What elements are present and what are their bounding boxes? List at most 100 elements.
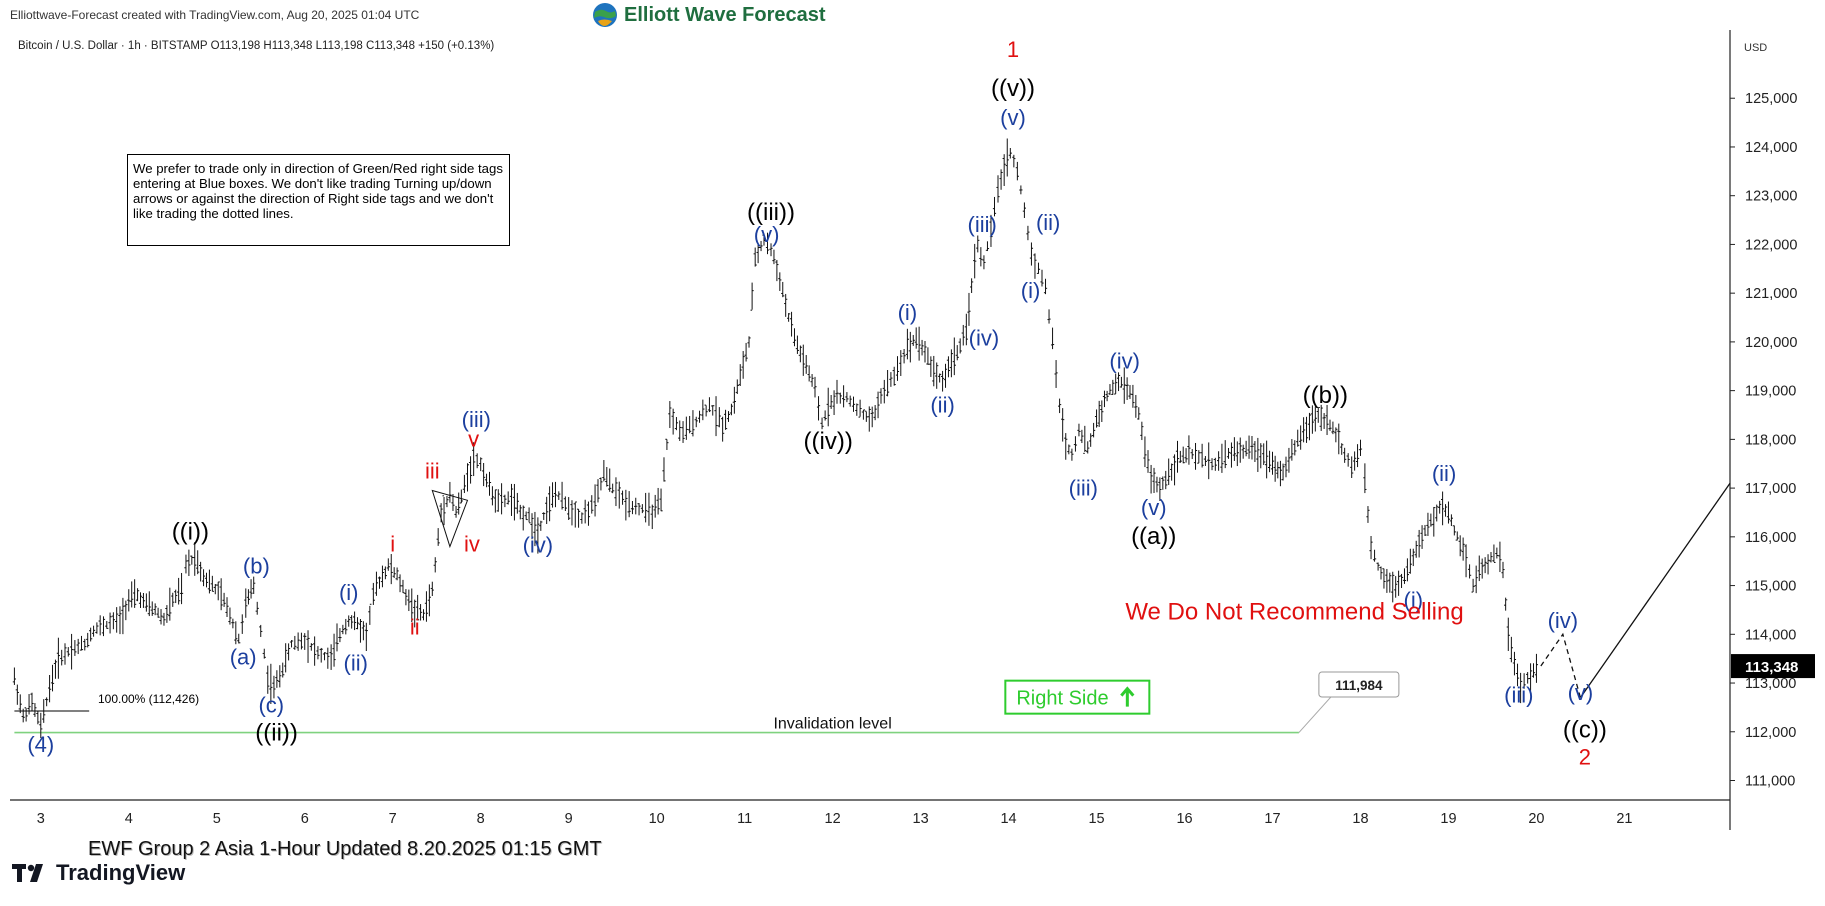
level-callout-value: 111,984	[1335, 678, 1383, 693]
time-tick-label: 21	[1616, 811, 1632, 827]
tradingview-icon	[12, 864, 43, 882]
fib-reference: 100.00% (112,426)	[14, 692, 199, 712]
price-tick-label: 119,000	[1745, 384, 1796, 400]
wave-label: (c)	[258, 692, 284, 717]
wave-label: (ii)	[1432, 461, 1456, 486]
time-tick-label: 17	[1264, 811, 1280, 827]
price-scale: 111,000 112,000 113,000 114,000 115,000 116,0…	[1730, 91, 1797, 790]
update-caption: EWF Group 2 Asia 1-Hour Updated 8.20.202…	[88, 838, 602, 860]
currency-label: USD	[1744, 42, 1768, 54]
projection-path	[1540, 482, 1731, 699]
right-side-tag-box	[1004, 679, 1151, 715]
wave-label: (a)	[230, 645, 257, 670]
wave-label: (v)	[1568, 680, 1594, 705]
wave-label: v	[468, 427, 479, 452]
price-tick-label: 117,000	[1745, 481, 1796, 497]
wave-label: (v)	[1000, 105, 1026, 130]
wave-label: ((b))	[1303, 382, 1348, 409]
wave-label: i	[390, 531, 395, 556]
wave-label: ((iv))	[804, 428, 853, 455]
invalidation-label: Invalidation level	[773, 716, 891, 733]
wave-label: (ii)	[344, 650, 368, 675]
time-tick-label: 7	[389, 811, 397, 827]
time-tick-label: 19	[1440, 811, 1456, 827]
right-side-tag-label: Right Side	[1016, 688, 1108, 710]
price-tick-label: 121,000	[1745, 286, 1797, 302]
wave-label: (v)	[1141, 495, 1167, 520]
price-bars	[12, 138, 1539, 739]
price-tick-label: 124,000	[1745, 140, 1797, 156]
price-tick-label: 122,000	[1745, 237, 1797, 253]
wave-label: 1	[1007, 37, 1019, 62]
time-tick-label: 16	[1176, 811, 1192, 827]
price-tick-label: 112,000	[1745, 725, 1796, 741]
chart-overlays: We Do Not Recommend Selling Right Side 113…	[1004, 599, 1815, 715]
wave-label: (i)	[1404, 588, 1424, 613]
time-scale: 3 4 5 6 7 8 9 10 11 12 13 14 15 16 17 18 19 20 21	[37, 811, 1633, 827]
projection-dashed	[1540, 632, 1582, 698]
price-tick-label: 115,000	[1745, 579, 1796, 595]
price-tick-label: 120,000	[1745, 335, 1797, 351]
fib-label: 100.00% (112,426)	[98, 692, 199, 706]
wave-label: (iii)	[462, 407, 491, 432]
brand-logo: Elliott Wave Forecast	[592, 2, 826, 28]
triangle-pattern	[431, 489, 469, 549]
wave-label: (iii)	[968, 212, 997, 237]
symbol-info: Bitcoin / U.S. Dollar · 1h · BITSTAMP O1…	[18, 40, 495, 52]
wave-label: ((i))	[172, 518, 209, 545]
price-tick-label: 114,000	[1745, 627, 1796, 643]
price-tick-label: 123,000	[1745, 189, 1797, 205]
time-tick-label: 20	[1528, 811, 1544, 827]
time-tick-label: 9	[565, 811, 573, 827]
up-arrow-icon	[1120, 686, 1135, 707]
wave-label: (iii)	[1069, 475, 1098, 500]
wave-label: (iii)	[1504, 683, 1533, 708]
wave-label: ii	[410, 614, 420, 639]
price-tick-label: 111,000	[1745, 774, 1795, 790]
wave-label: (i)	[898, 300, 918, 325]
price-tick-label: 113,000	[1745, 676, 1796, 692]
time-tick-label: 15	[1088, 811, 1104, 827]
wave-label: ((a))	[1131, 523, 1176, 550]
time-tick-label: 4	[125, 811, 133, 827]
wave-label: iv	[464, 531, 480, 556]
wave-label: (iv)	[1548, 608, 1579, 633]
tradingview-logo: TradingView	[12, 860, 185, 886]
wave-label: (i)	[1021, 278, 1041, 303]
time-tick-label: 12	[825, 811, 841, 827]
warning-text: We Do Not Recommend Selling	[1125, 599, 1463, 626]
time-tick-label: 5	[213, 811, 221, 827]
wave-label: ((v))	[991, 75, 1035, 102]
level-callout-pointer	[1298, 696, 1333, 733]
wave-label: (ii)	[930, 393, 954, 418]
brand-name: Elliott Wave Forecast	[624, 3, 826, 26]
last-price-value: 113,348	[1745, 659, 1798, 676]
wave-label: (i)	[339, 580, 359, 605]
tradingview-name: TradingView	[56, 860, 186, 885]
time-tick-label: 18	[1352, 811, 1368, 827]
price-tick-label: 125,000	[1745, 91, 1797, 107]
projection-solid	[1579, 482, 1731, 699]
trading-rules-note: We prefer to trade only in direction of …	[127, 154, 510, 246]
wave-label: 2	[1579, 744, 1591, 769]
wave-labels: (4)((i))(a)(b)(c)((ii))(i)(ii)iiiiiiivv(…	[27, 37, 1606, 770]
wave-label: (ii)	[1036, 210, 1060, 235]
wave-label: (iv)	[1109, 349, 1140, 374]
wave-label: ((c))	[1563, 717, 1607, 744]
price-tick-label: 118,000	[1745, 432, 1796, 448]
time-tick-label: 13	[913, 811, 929, 827]
time-tick-label: 6	[301, 811, 309, 827]
chart-axes	[10, 30, 1731, 830]
credit-line: Elliottwave-Forecast created with Tradin…	[10, 8, 420, 22]
time-tick-label: 11	[737, 811, 752, 827]
time-tick-label: 3	[37, 811, 45, 827]
wave-label: (4)	[27, 732, 54, 757]
wave-label: (iv)	[523, 532, 554, 557]
price-chart[interactable]: 111,000 112,000 113,000 114,000 115,000 116,0…	[0, 0, 1825, 830]
wave-label: (b)	[243, 553, 270, 578]
level-callout-box	[1318, 671, 1400, 698]
wave-label: (iv)	[969, 325, 1000, 350]
wave-label: (v)	[754, 222, 780, 247]
time-tick-label: 8	[477, 811, 485, 827]
time-tick-label: 10	[649, 811, 665, 827]
